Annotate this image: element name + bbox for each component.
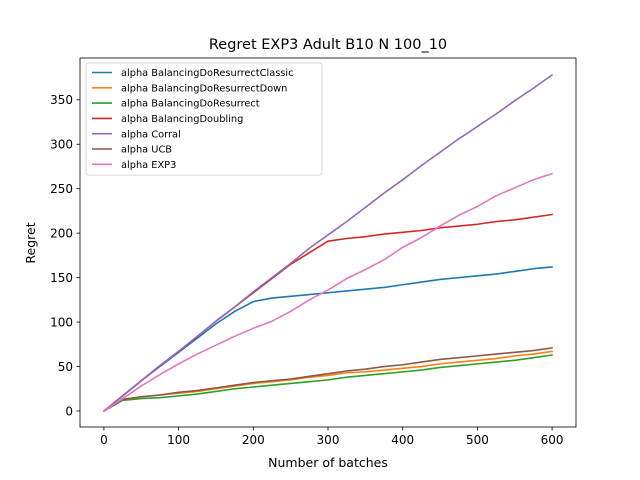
y-tick-label-2: 100	[50, 315, 73, 329]
y-tick-label-7: 350	[50, 93, 73, 107]
legend-entry-4: alpha Corral	[121, 129, 181, 140]
x-tick-label-6: 600	[541, 433, 564, 447]
series-line-1	[103, 350, 553, 412]
x-tick-label-5: 500	[466, 433, 489, 447]
series-line-4	[103, 74, 553, 412]
legend-frame	[85, 62, 323, 176]
legend-entry-6: alpha EXP3	[121, 160, 176, 171]
y-tick-label-0: 0	[65, 404, 73, 418]
series-line-0	[103, 266, 553, 412]
series-line-6	[103, 172, 553, 412]
legend-entry-5: alpha UCB	[121, 145, 172, 156]
x-tick-label-1: 100	[167, 433, 190, 447]
x-tick-label-2: 200	[242, 433, 265, 447]
x-tick-label-0: 0	[100, 433, 108, 447]
legend-entry-0: alpha BalancingDoResurrectClassic	[121, 68, 294, 79]
y-tick-label-6: 300	[50, 138, 73, 152]
series-line-2	[103, 354, 553, 412]
series-line-3	[103, 213, 553, 412]
y-tick-label-4: 200	[50, 226, 73, 240]
x-tick-label-4: 400	[391, 433, 414, 447]
y-tick-label-1: 50	[58, 360, 73, 374]
plot-area: 0 100 200 300 400 500 600 0 50 100 150 200 250 300 350	[50, 57, 577, 447]
legend-entry-2: alpha BalancingDoResurrect	[121, 99, 260, 110]
legend-entry-1: alpha BalancingDoResurrectDown	[121, 83, 287, 94]
y-axis-label: Regret	[23, 222, 38, 263]
x-tick-label-3: 300	[317, 433, 340, 447]
x-axis-label: Number of batches	[268, 455, 388, 470]
legend-entry-3: alpha BalancingDoubling	[121, 114, 243, 125]
chart-legend: alpha BalancingDoResurrectClassic alpha B…	[85, 62, 323, 176]
series-line-5	[103, 347, 553, 412]
y-tick-label-3: 150	[50, 271, 73, 285]
chart-title: Regret EXP3 Adult B10 N 100_10	[209, 37, 447, 53]
y-tick-label-5: 250	[50, 182, 73, 196]
